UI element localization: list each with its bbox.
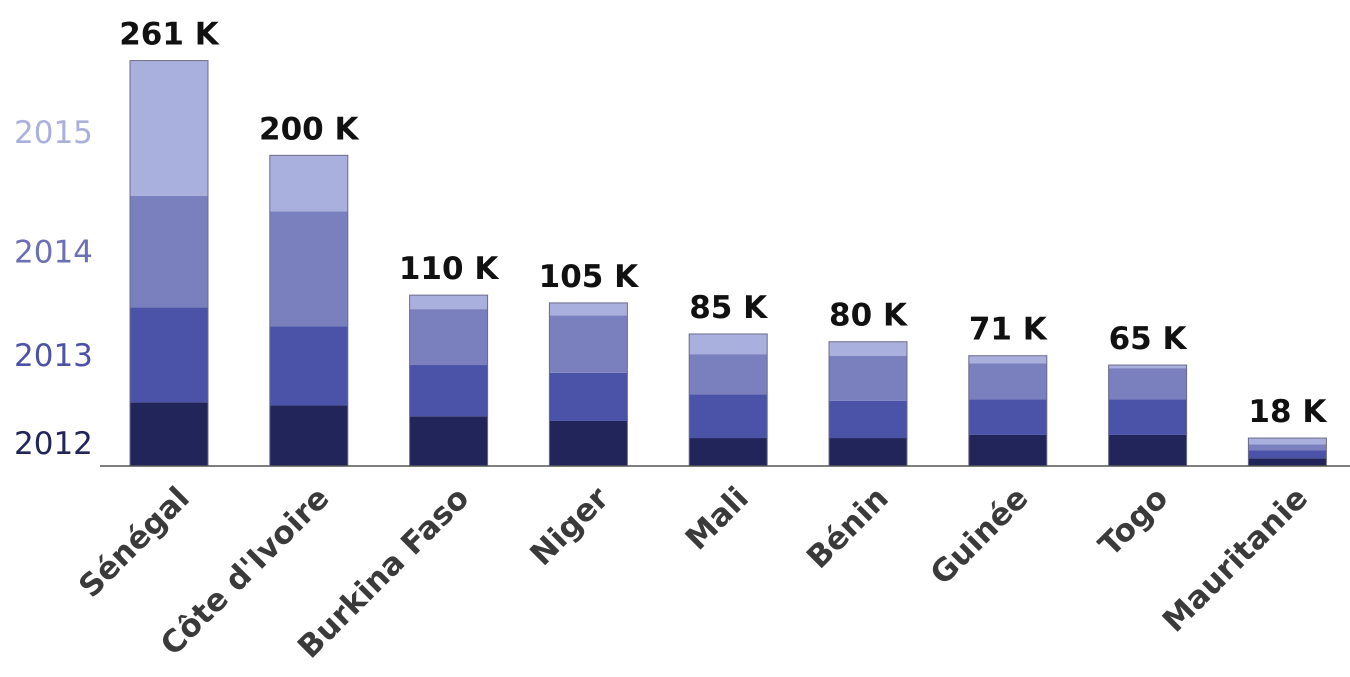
bar-niger-2015 xyxy=(549,302,628,316)
bar-benin-2013 xyxy=(829,400,907,439)
category-label-niger: Niger xyxy=(523,480,616,573)
bar-mauritanie-2014 xyxy=(1248,444,1327,451)
bar-togo-2015 xyxy=(1108,365,1187,369)
bar-burkina-faso-2014 xyxy=(409,309,488,366)
bar-mali-2013 xyxy=(689,394,768,439)
total-label-niger: 105 K xyxy=(539,259,640,295)
bar-mauritanie-2013 xyxy=(1248,450,1327,459)
total-label-togo: 65 K xyxy=(1109,321,1188,357)
category-label-mauritanie: Mauritanie xyxy=(1156,480,1315,639)
total-label-mauritanie: 18 K xyxy=(1248,394,1327,430)
bar-togo-2012 xyxy=(1108,434,1187,466)
bar-cote-d-ivoire-2014 xyxy=(269,211,348,327)
bar-mali-2014 xyxy=(689,354,768,395)
category-label-mali: Mali xyxy=(679,480,756,557)
bar-niger-2014 xyxy=(549,315,628,373)
total-label-cote-d-ivoire: 200 K xyxy=(259,111,360,147)
bar-cote-d-ivoire-2012 xyxy=(269,405,348,466)
bar-cote-d-ivoire-2015 xyxy=(269,155,348,212)
bar-mauritanie-2015 xyxy=(1248,438,1327,445)
bar-burkina-faso-2012 xyxy=(409,416,488,466)
bar-benin-2014 xyxy=(829,355,907,401)
bar-senegal-2013 xyxy=(130,307,208,403)
bar-mali-2015 xyxy=(689,333,768,355)
bar-guinee-2012 xyxy=(968,434,1047,466)
bar-togo-2013 xyxy=(1108,399,1187,435)
bar-benin-2012 xyxy=(829,438,907,466)
total-label-benin: 80 K xyxy=(829,298,908,334)
legend: 2012 2013 2014 2015 xyxy=(14,115,93,462)
bar-mauritanie-2012 xyxy=(1248,458,1327,466)
category-label-guinee: Guinée xyxy=(924,480,1036,592)
total-label-burkina-faso: 110 K xyxy=(399,251,500,287)
bar-senegal-2015 xyxy=(130,60,208,196)
bar-benin-2015 xyxy=(829,341,907,356)
category-label-benin: Bénin xyxy=(800,480,896,576)
bar-togo-2014 xyxy=(1108,368,1187,400)
legend-2013: 2013 xyxy=(14,338,93,374)
bars xyxy=(129,60,1327,467)
bar-cote-d-ivoire-2013 xyxy=(269,326,348,406)
bar-burkina-faso-2015 xyxy=(409,295,488,310)
bar-burkina-faso-2013 xyxy=(409,365,488,417)
category-label-senegal: Sénégal xyxy=(72,480,197,605)
bar-niger-2013 xyxy=(549,372,628,421)
legend-2015: 2015 xyxy=(14,115,93,151)
bar-guinee-2015 xyxy=(968,355,1047,364)
bar-niger-2012 xyxy=(549,420,628,466)
legend-2012: 2012 xyxy=(14,426,93,462)
legend-2014: 2014 xyxy=(14,235,93,271)
bar-guinee-2014 xyxy=(968,363,1047,400)
total-label-mali: 85 K xyxy=(689,290,768,326)
bar-senegal-2012 xyxy=(130,402,208,466)
bar-senegal-2014 xyxy=(130,195,208,308)
total-label-senegal: 261 K xyxy=(119,17,220,53)
bar-guinee-2013 xyxy=(968,399,1047,435)
total-label-guinee: 71 K xyxy=(969,312,1048,348)
bar-mali-2012 xyxy=(689,438,768,466)
total-labels: 261 K 200 K 110 K 105 K 85 K 80 K 71 K 65 K 18 K xyxy=(119,17,1327,430)
category-label-togo: Togo xyxy=(1092,480,1175,563)
